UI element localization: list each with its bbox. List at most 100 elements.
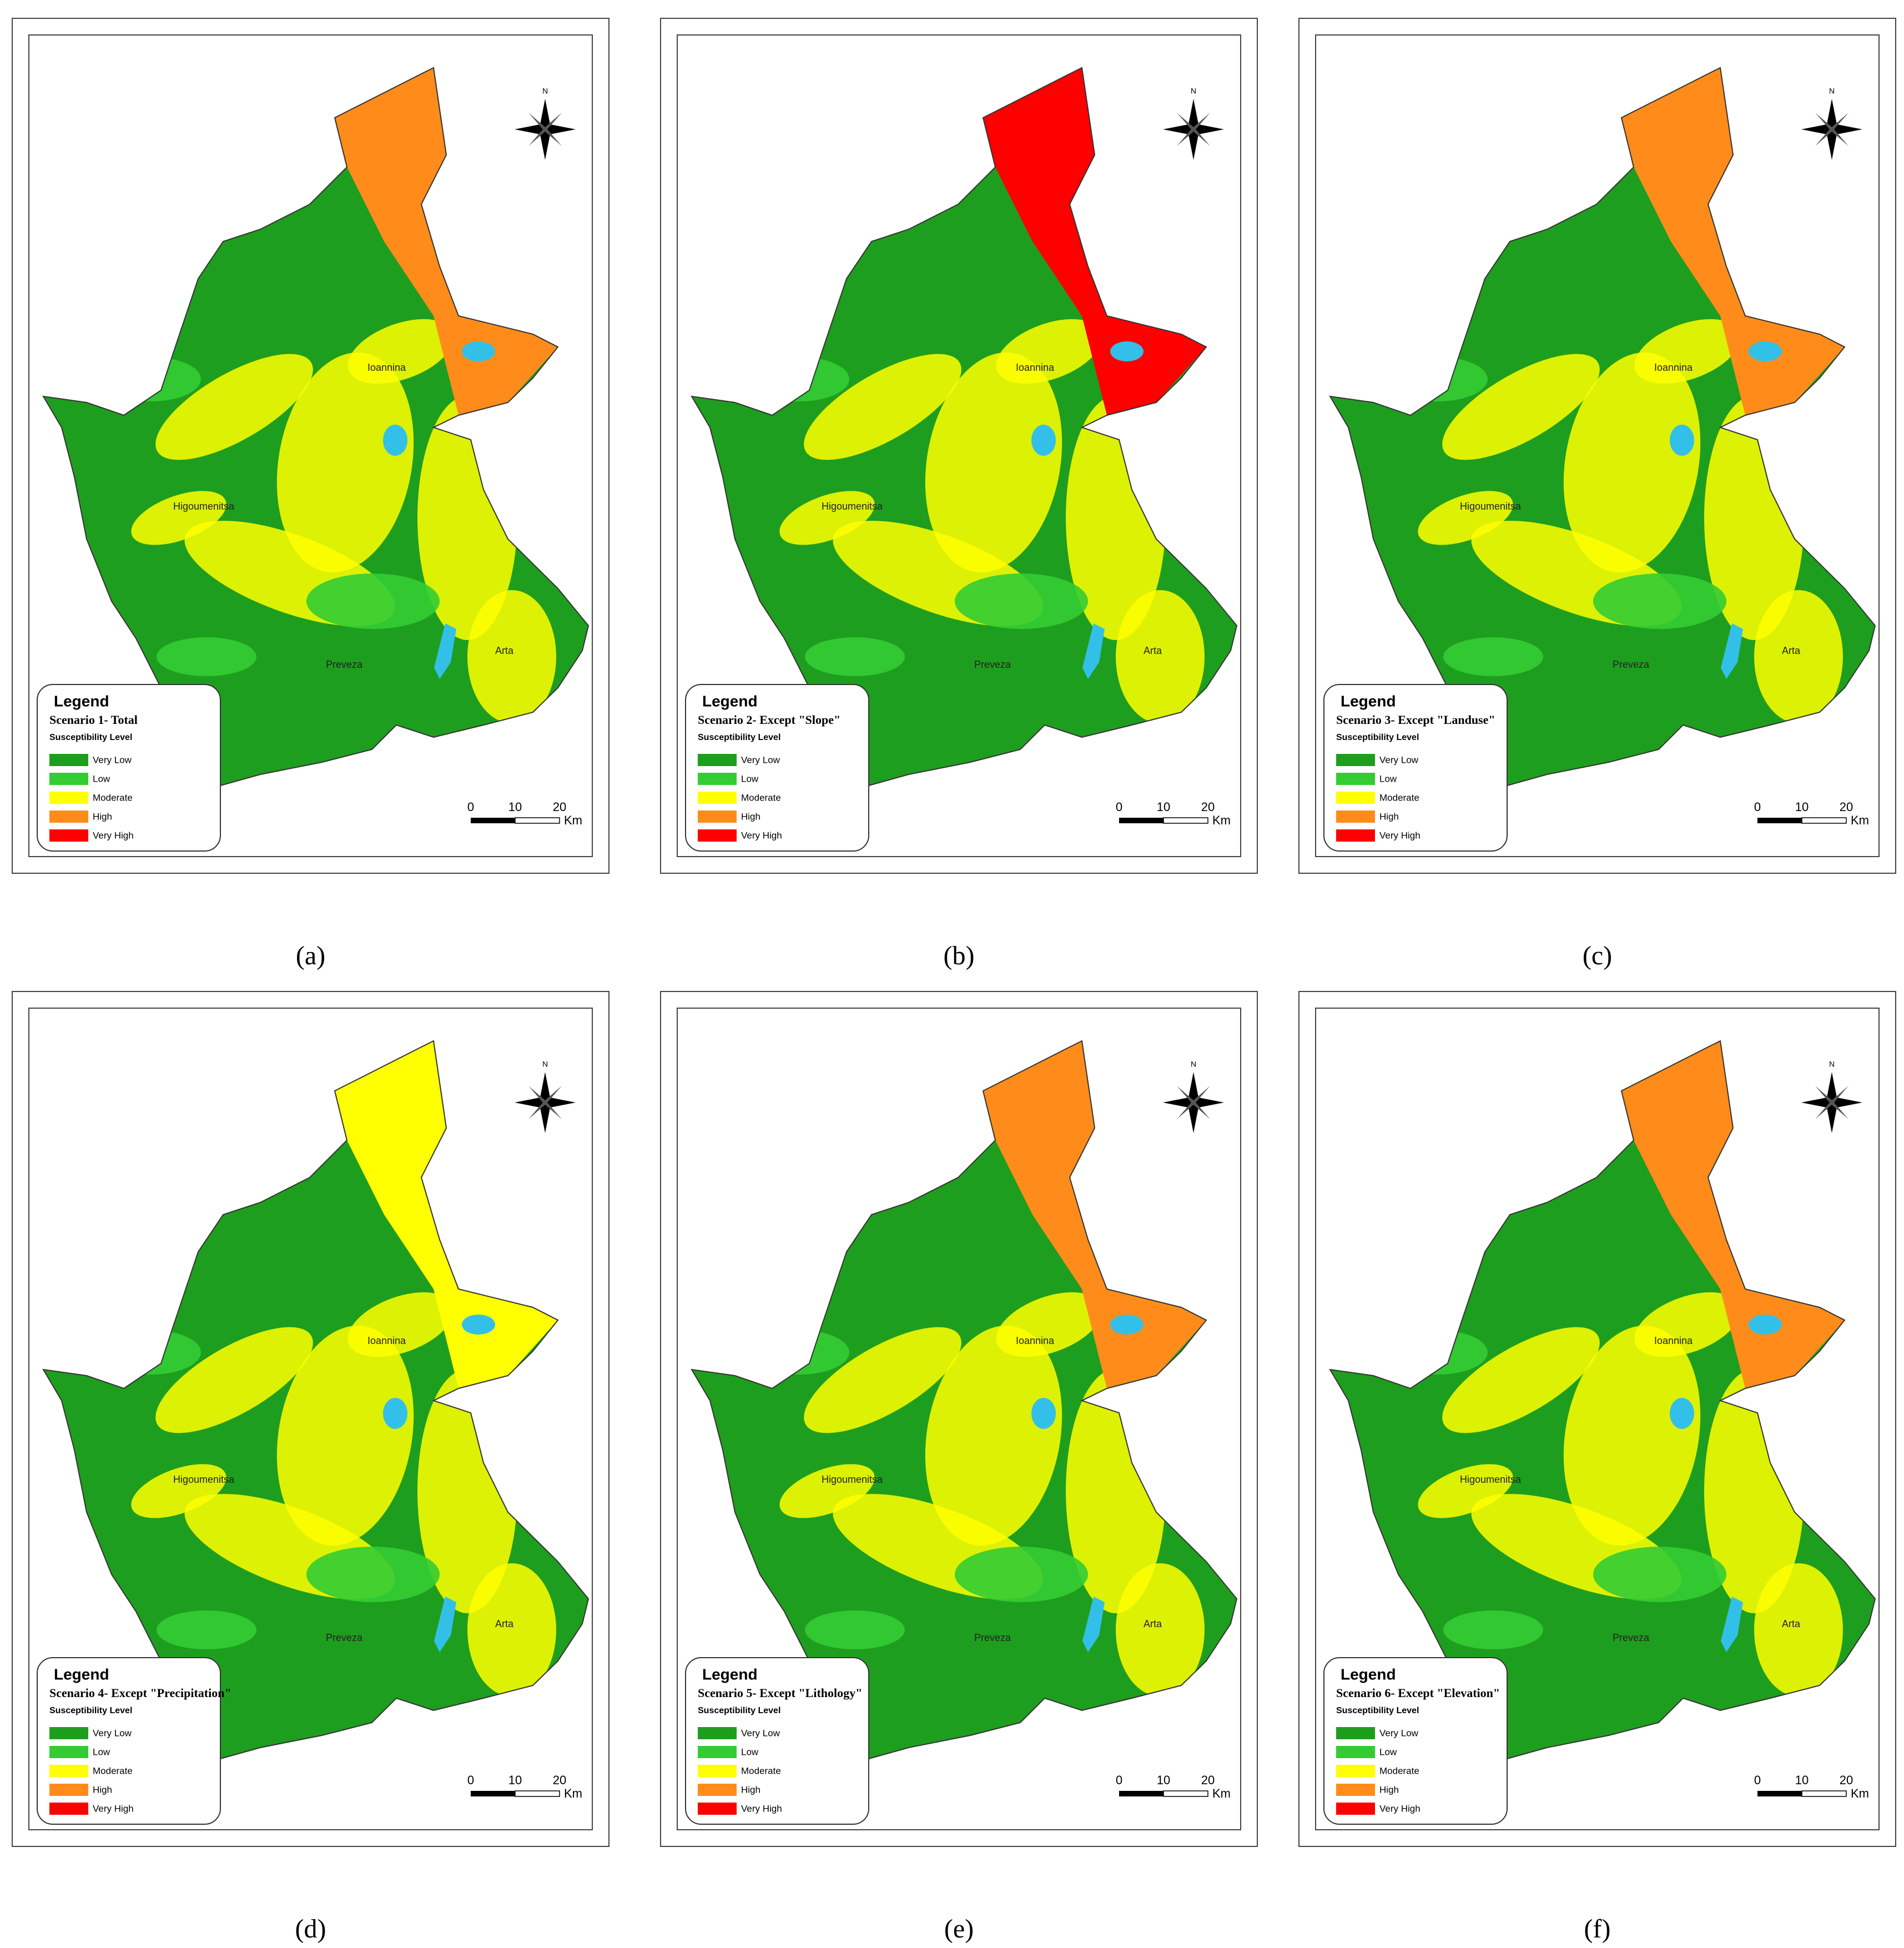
legend-subtitle: Susceptibility Level (698, 733, 780, 742)
moderate-zone (131, 1464, 226, 1518)
legend-box (1323, 1657, 1508, 1825)
place-label: Higoumenitsa (822, 501, 883, 512)
scale-unit: Km (1851, 813, 1869, 827)
place-label: Ioannina (1016, 362, 1055, 373)
moderate-zone (1563, 1325, 1701, 1546)
legend-swatch (49, 1784, 88, 1796)
moderate-zone (1116, 1563, 1205, 1697)
scale-bar (1163, 817, 1208, 824)
scale-label: 0 (1754, 800, 1761, 814)
lake (462, 1315, 495, 1335)
scale-label: 0 (1754, 1773, 1761, 1787)
scale-bar (471, 1791, 515, 1796)
legend-swatch (49, 773, 88, 785)
legend-box (685, 1657, 869, 1825)
low-zone (1443, 637, 1543, 676)
compass-label: N (1191, 1060, 1196, 1069)
legend-scenario: Scenario 5- Except "Lithology" (698, 1686, 862, 1700)
panel-caption: (c) (1583, 941, 1612, 970)
legend-scenario: Scenario 4- Except "Precipitation" (49, 1686, 231, 1700)
compass-rose (1177, 1086, 1210, 1119)
place-label: Arta (1782, 645, 1801, 656)
compass-label: N (1829, 87, 1835, 95)
scale-label: 0 (1116, 1773, 1122, 1787)
north-zone (335, 1041, 558, 1388)
moderate-zone (1754, 590, 1843, 723)
scale-bar (1163, 1790, 1208, 1797)
scale-bar (515, 1790, 560, 1797)
low-zone (955, 573, 1088, 629)
legend-swatch (1336, 773, 1375, 785)
legend-swatch (1336, 811, 1375, 823)
legend-label: Very High (93, 1803, 134, 1814)
scale-label: 0 (467, 1773, 474, 1787)
moderate-zone (1563, 352, 1701, 573)
legend-label: Very High (1379, 1803, 1421, 1814)
scale-bar (1119, 818, 1163, 823)
lake (1082, 623, 1105, 679)
scale-label: 20 (553, 800, 566, 814)
scale-bar (1757, 818, 1802, 823)
legend-title: Legend (702, 1665, 758, 1683)
legend-swatch (698, 1803, 737, 1815)
area-outline (1329, 1040, 1876, 1761)
legend-swatch (49, 1803, 88, 1815)
panel-caption: (a) (296, 941, 325, 970)
map-inner-frame (28, 34, 593, 857)
scale-bar (471, 818, 515, 823)
legend-label: High (741, 1784, 760, 1795)
scale-label: 10 (1157, 1773, 1170, 1787)
legend-label: High (93, 811, 112, 822)
legend-label: Very Low (93, 1728, 132, 1738)
moderate-zone (155, 1327, 313, 1433)
place-label: Higoumenitsa (822, 1474, 883, 1485)
legend-swatch (1336, 829, 1375, 842)
scale-bar (1801, 1790, 1847, 1797)
place-label: Arta (495, 1618, 514, 1629)
scale-bar (1757, 1791, 1802, 1796)
low-zone (157, 637, 256, 676)
lake (383, 1398, 407, 1429)
area-outline (691, 1040, 1238, 1761)
legend-swatch (49, 792, 88, 804)
legend-scenario: Scenario 3- Except "Landuse" (1336, 713, 1495, 727)
moderate-zone (155, 354, 313, 460)
legend-subtitle: Susceptibility Level (1336, 1706, 1419, 1715)
lake (1031, 425, 1056, 456)
scale-label: 20 (1840, 1773, 1853, 1787)
moderate-zone (467, 1563, 556, 1697)
scale-label: 10 (508, 800, 522, 814)
legend-label: Moderate (1379, 792, 1419, 803)
legend-box (1323, 684, 1508, 852)
lake (1082, 1597, 1105, 1652)
place-label: Higoumenitsa (173, 501, 235, 512)
legend-label: Low (1379, 773, 1397, 784)
legend-label: Low (93, 1746, 110, 1757)
legend-label: High (1379, 1784, 1399, 1795)
legend-title: Legend (1341, 1665, 1396, 1683)
place-label: Ioannina (367, 1335, 406, 1346)
scale-label: 10 (1157, 800, 1170, 814)
place-label: Preveza (326, 659, 363, 670)
low-zone (306, 1547, 440, 1602)
scale-unit: Km (1212, 1786, 1231, 1800)
legend-label: Very Low (741, 754, 780, 765)
lake (1749, 1315, 1782, 1335)
place-label: Preveza (326, 1632, 363, 1643)
moderate-zone (467, 590, 556, 723)
moderate-zone (276, 352, 414, 573)
moderate-zone (925, 1325, 1062, 1546)
lake (1110, 1315, 1144, 1335)
area-outline (691, 67, 1238, 788)
north-zone (1621, 1041, 1845, 1388)
lake (1721, 623, 1743, 679)
compass-rose (1177, 113, 1210, 146)
lake (1749, 341, 1782, 361)
moderate-zone (276, 1325, 414, 1546)
scale-label: 20 (1840, 800, 1853, 814)
